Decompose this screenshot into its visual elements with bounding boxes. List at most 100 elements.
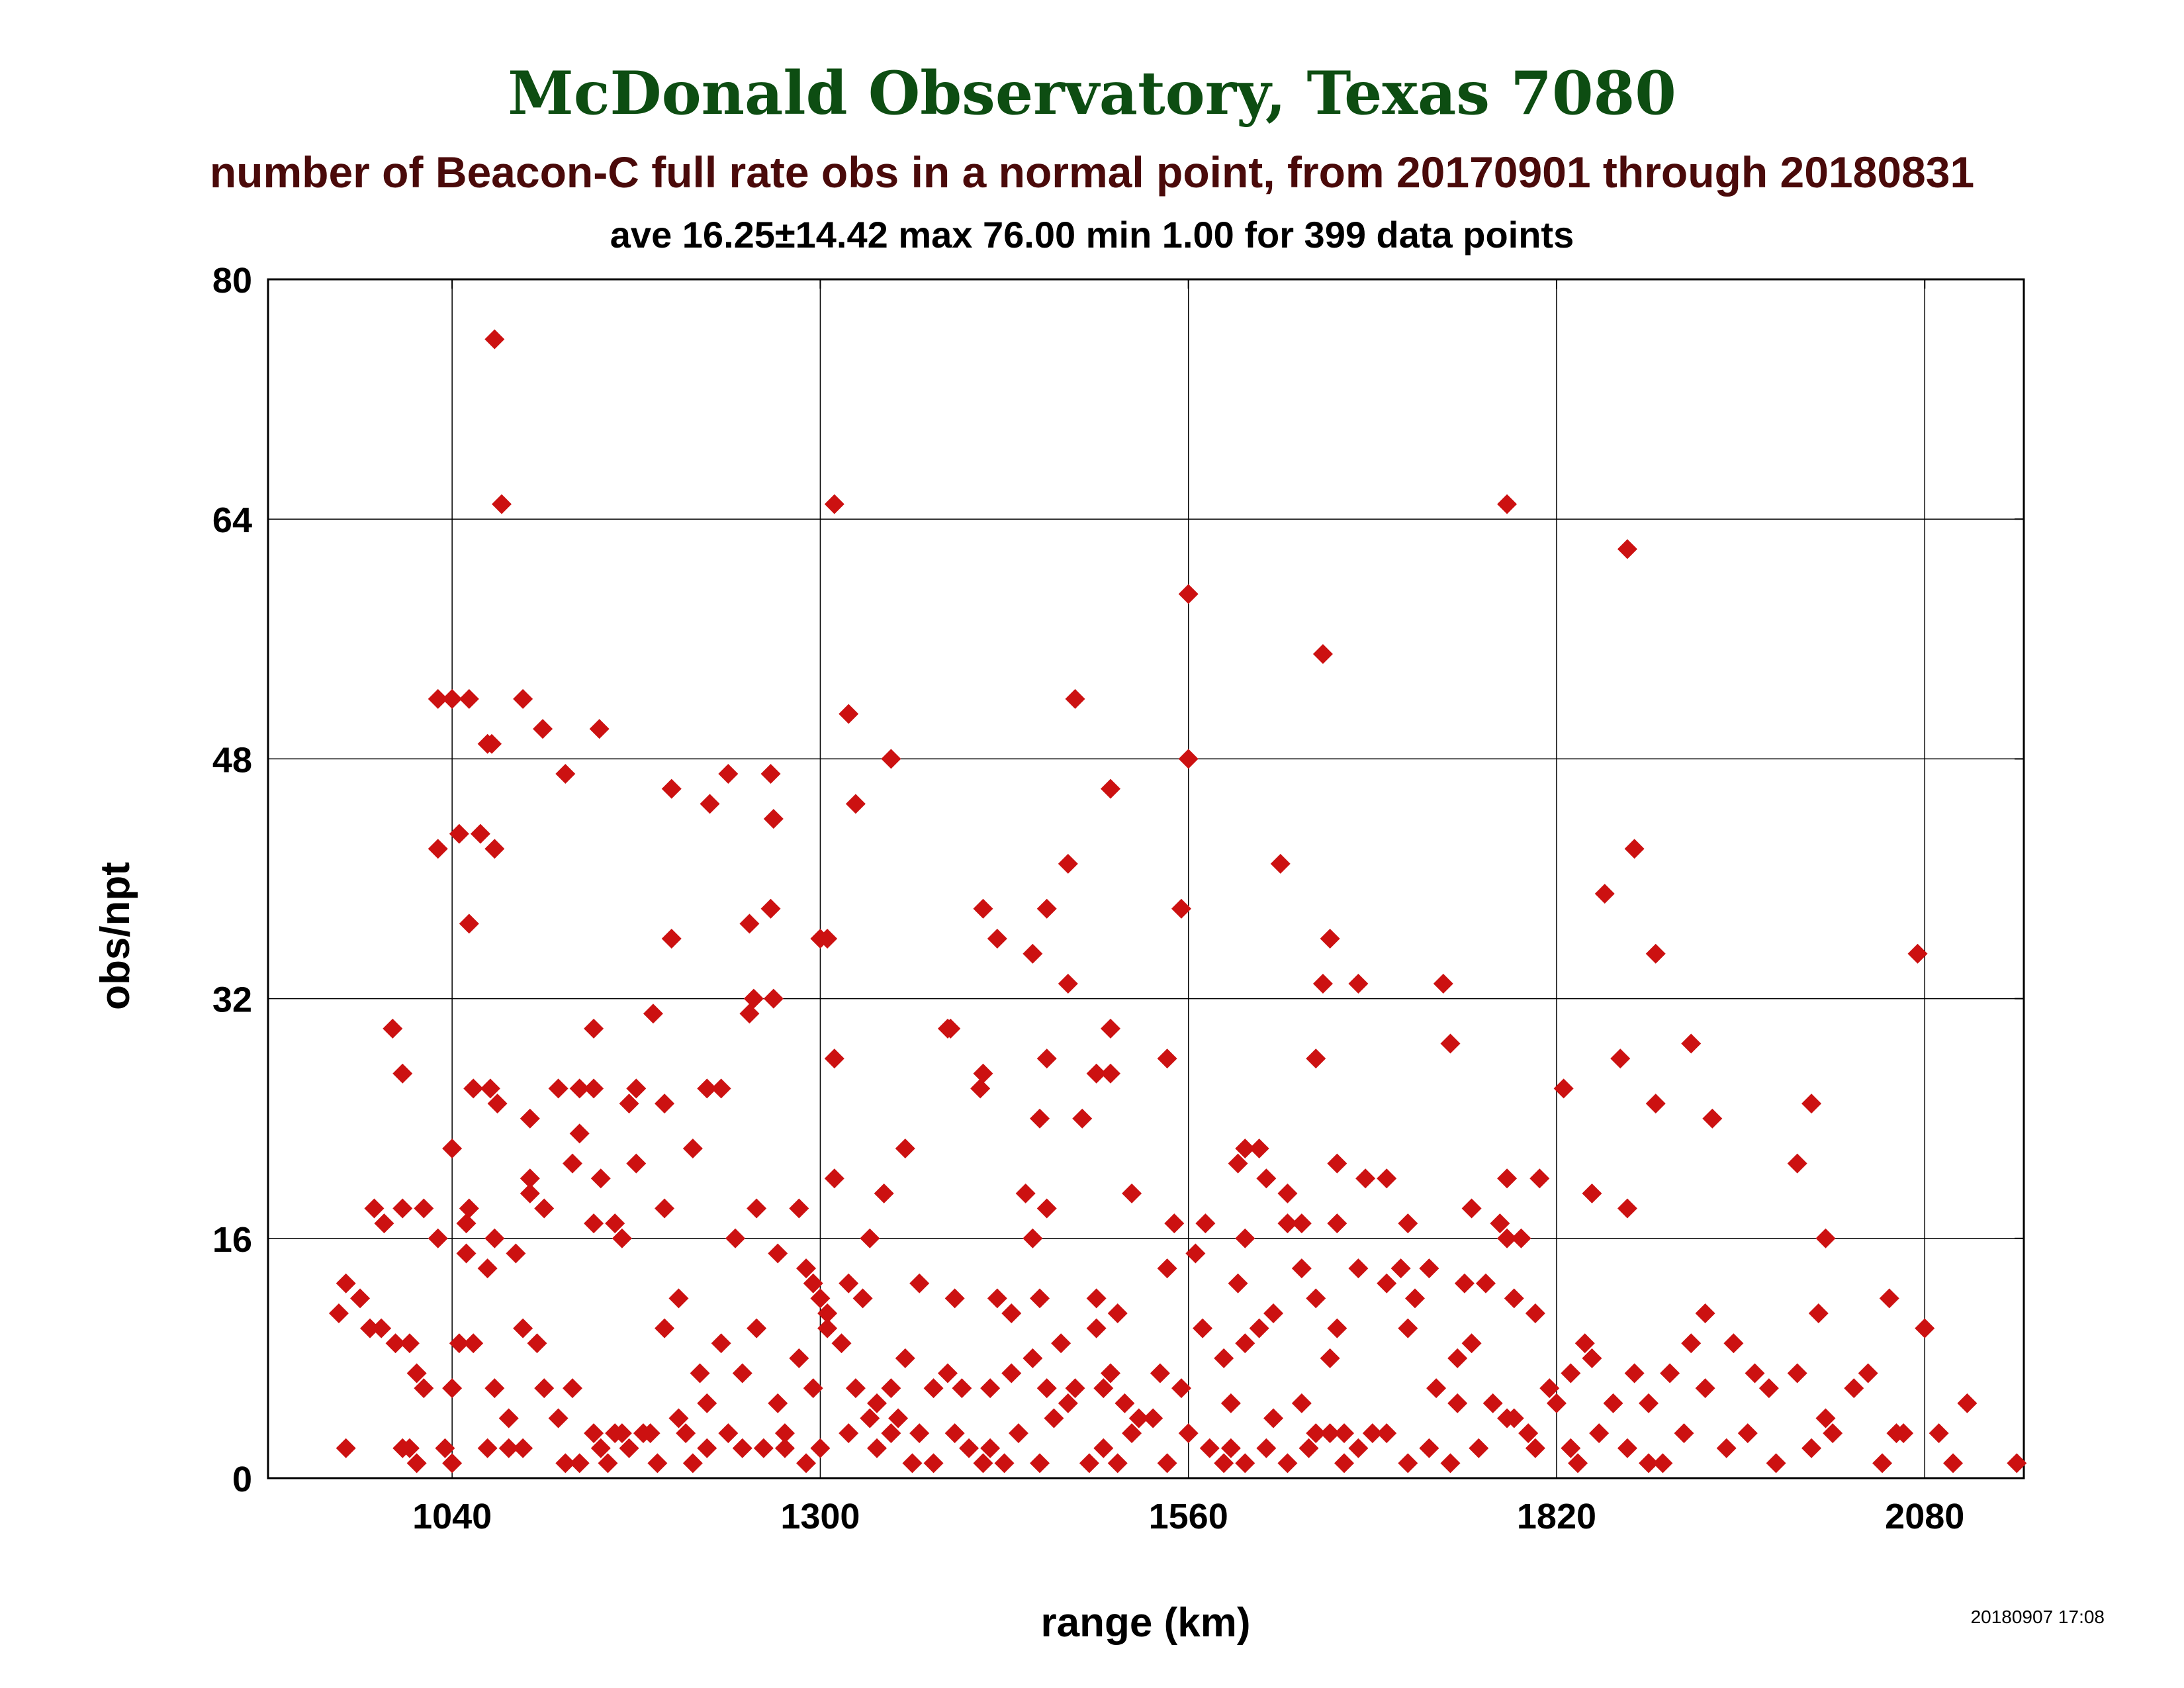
data-point [371,1318,392,1338]
data-point [1036,1049,1057,1069]
data-point [612,1228,632,1248]
data-point [796,1453,817,1474]
data-point [676,1423,696,1444]
data-point [1355,1168,1376,1189]
data-point [442,688,463,709]
data-point [1157,1049,1177,1069]
data-point [682,1453,703,1474]
data-point [810,1288,831,1309]
data-point [1787,1363,1807,1383]
y-tick-label: 16 [212,1220,252,1260]
data-point [487,1094,508,1114]
data-point [768,1393,788,1413]
data-point [1320,929,1340,949]
data-point [824,494,844,514]
data-point [1624,839,1645,859]
data-point [1518,1423,1539,1444]
data-point [732,1438,752,1458]
y-tick-label: 48 [212,740,252,780]
data-point [1610,1049,1631,1069]
data-point [1256,1438,1277,1458]
data-point [1447,1393,1468,1413]
data-point [1143,1408,1163,1429]
data-point [1745,1363,1765,1383]
data-point [1433,973,1453,994]
data-point [980,1438,1001,1458]
data-point [866,1393,887,1413]
data-point [399,1438,420,1458]
data-point [1086,1288,1107,1309]
data-point [760,898,781,919]
data-point [605,1423,625,1444]
data-point [1270,853,1291,874]
data-point [1758,1378,1779,1399]
data-point [763,988,784,1009]
data-point [940,1018,961,1039]
data-point [463,1078,484,1099]
data-point [1929,1423,1949,1444]
data-point [1957,1393,1978,1413]
data-point [1419,1438,1439,1458]
data-point [1036,1198,1057,1219]
data-point [1398,1453,1418,1474]
data-point [888,1408,909,1429]
data-point [406,1453,427,1474]
data-point [866,1438,887,1458]
data-point [527,1333,547,1354]
data-point [739,1004,760,1024]
data-point [1787,1153,1807,1174]
data-point [1193,1318,1213,1338]
data-point [1695,1378,1715,1399]
data-point [1497,494,1518,514]
data-point [1823,1423,1843,1444]
data-point [817,929,838,949]
data-point [392,1063,413,1084]
data-point [1220,1438,1241,1458]
data-point [605,1213,625,1234]
data-point [383,1018,403,1039]
data-point [923,1378,944,1399]
data-point [718,764,739,784]
data-point [655,1094,675,1114]
data-point [584,1078,604,1099]
data-point [655,1198,675,1219]
data-point [839,1273,859,1293]
data-point [1036,1378,1057,1399]
data-point [1497,1168,1518,1189]
data-point [1195,1213,1216,1234]
data-point [1426,1378,1447,1399]
plot-frame [267,278,2025,1479]
data-point [944,1423,965,1444]
data-point [1306,1423,1326,1444]
data-point [1023,1348,1043,1368]
data-point [1801,1094,1822,1114]
data-point [1348,973,1369,994]
data-point [477,1438,498,1458]
data-point [817,1318,838,1338]
data-point [1440,1033,1461,1054]
data-point [852,1288,873,1309]
data-point [428,1228,448,1248]
data-point [1617,1438,1637,1458]
x-axis-ticks: 1040 1300 1560 1820 2080 [412,279,1964,1536]
data-point [414,1198,434,1219]
data-point [1348,1438,1369,1458]
data-point [747,1318,767,1338]
data-point [1008,1423,1028,1444]
data-point [1291,1213,1312,1234]
data-point [1553,1078,1574,1099]
data-point [1030,1288,1050,1309]
data-point [732,1363,752,1383]
data-point [1291,1258,1312,1279]
data-point [1497,1228,1518,1248]
data-point [584,1423,604,1444]
data-point [700,794,720,814]
data-point [1617,539,1637,559]
data-point [1377,1273,1397,1293]
data-point [760,764,781,784]
data-point [1320,1348,1340,1368]
data-point [661,929,682,949]
data-point [1327,1153,1347,1174]
data-point [1228,1153,1248,1174]
data-point [1023,943,1043,964]
